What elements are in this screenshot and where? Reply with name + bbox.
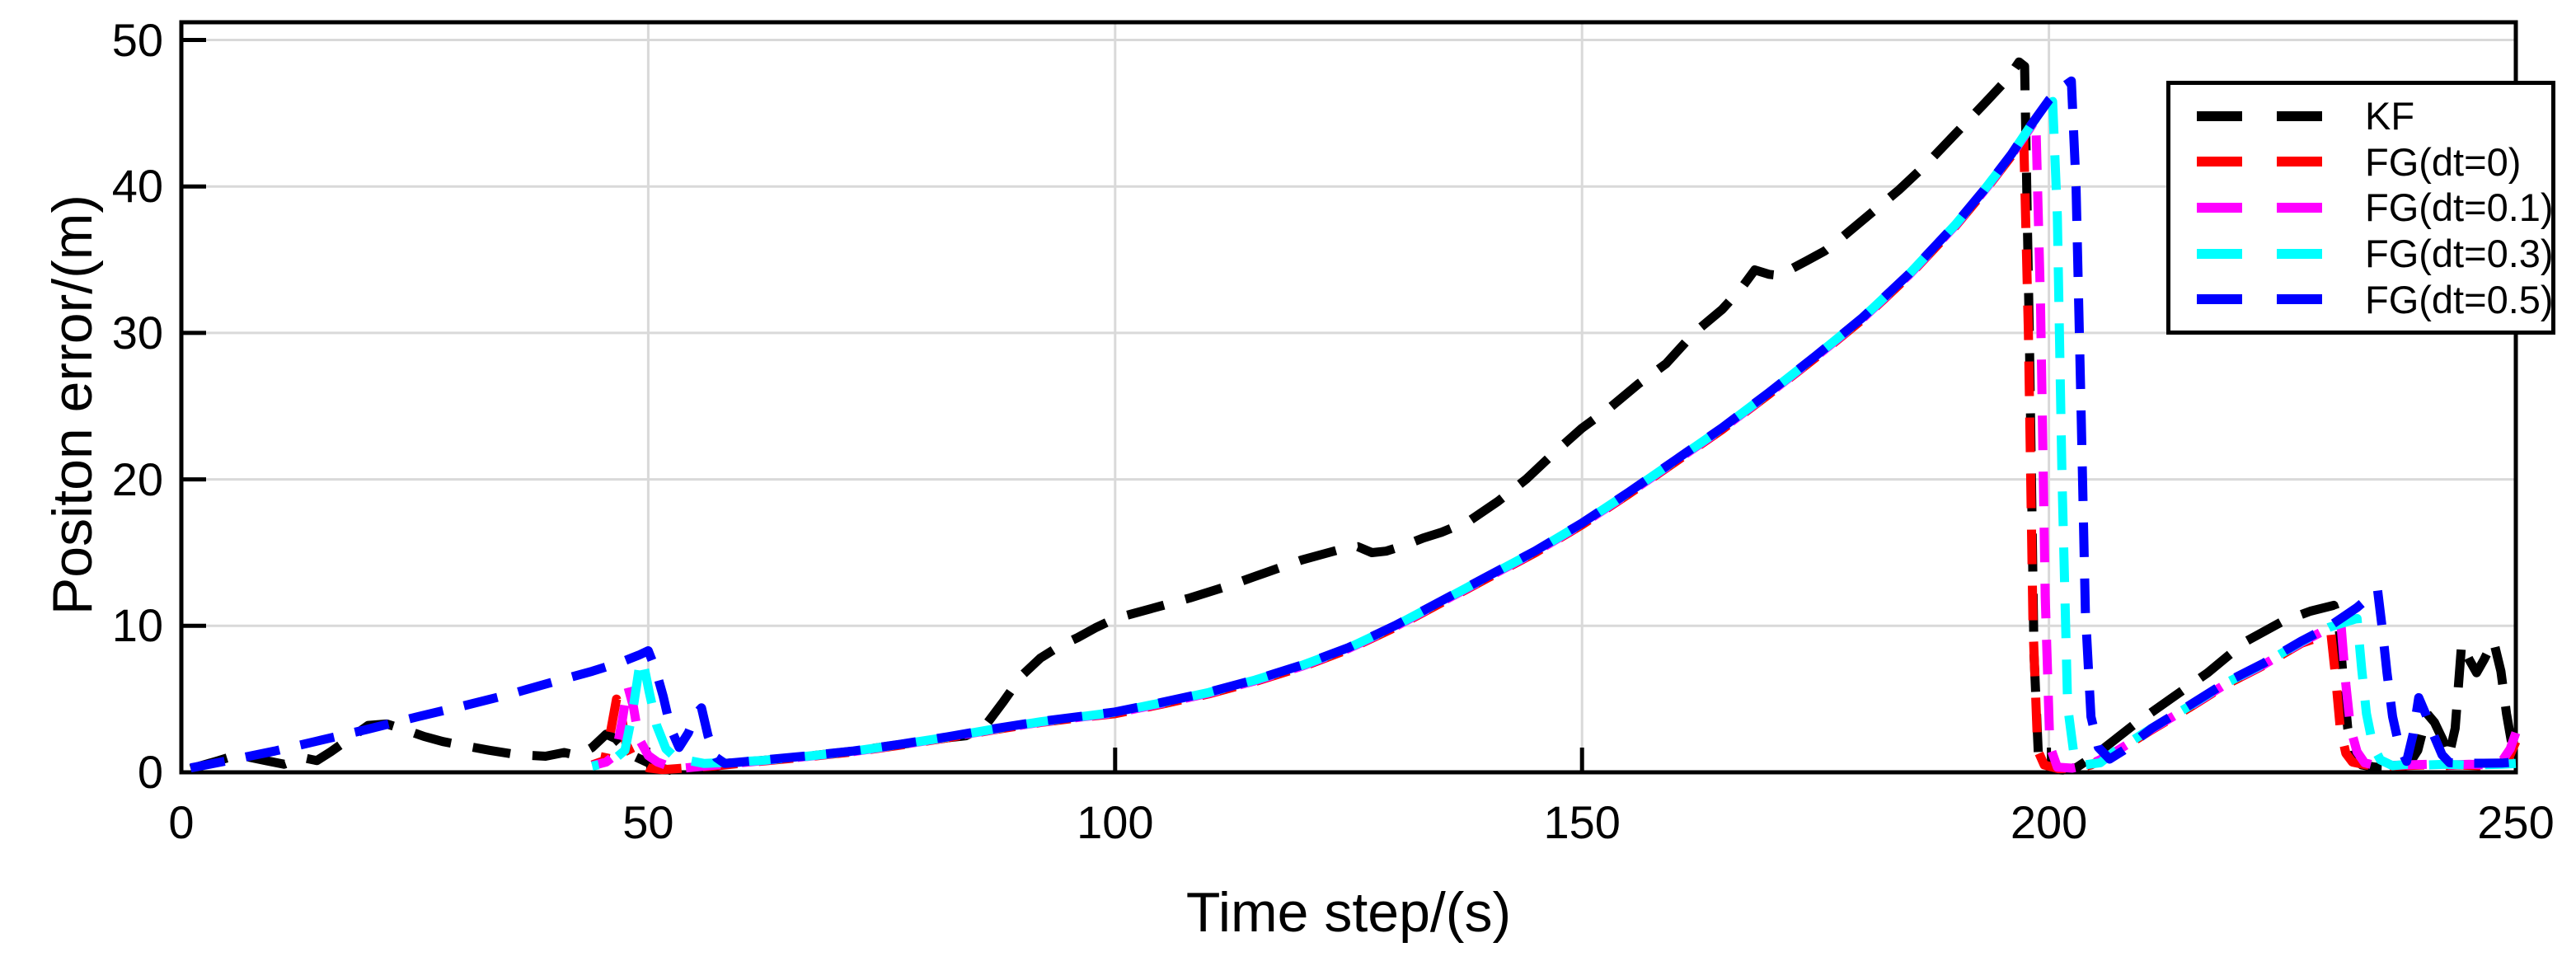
- legend-label: KF: [2365, 94, 2415, 138]
- legend-line-sample: [2197, 157, 2345, 167]
- legend-item-kf: KF: [2189, 93, 2551, 139]
- x-tick-label: 250: [2477, 796, 2555, 848]
- y-tick-label: 50: [111, 13, 163, 66]
- legend-item-fg-dt01: FG(dt=0.1): [2189, 185, 2554, 231]
- axes-box: [179, 20, 2518, 775]
- x-tick-label: 150: [1543, 796, 1621, 848]
- plot-line-fg-dt-0-5: [190, 76, 2517, 773]
- plot-line-kf: [189, 57, 2518, 776]
- legend-label: FG(dt=0.5): [2365, 277, 2554, 321]
- legend-line-sample: [2197, 202, 2345, 213]
- y-axis-label: Positon error/(m): [41, 194, 104, 616]
- legend-label: FG(dt=0.1): [2365, 185, 2554, 230]
- y-tick-label: 10: [111, 599, 163, 652]
- legend-item-fg-dt0: FG(dt=0): [2189, 139, 2551, 185]
- legend-label: FG(dt=0.3): [2365, 232, 2554, 276]
- x-axis-label: Time step/(s): [1185, 881, 1512, 944]
- y-tick-label: 20: [111, 453, 163, 505]
- legend: KF FG(dt=0) FG(dt=0.1) FG(dt=0.3) FG(dt=…: [2166, 81, 2555, 335]
- plot-line-fg-dt-0-3: [591, 96, 2517, 771]
- y-tick-label: 40: [111, 160, 163, 213]
- x-tick-label: 50: [622, 796, 674, 848]
- legend-line-sample: [2197, 294, 2345, 305]
- x-tick-label: 100: [1077, 796, 1154, 848]
- legend-line-sample: [2197, 110, 2345, 121]
- x-tick-label: 200: [2010, 796, 2088, 848]
- legend-item-fg-dt05: FG(dt=0.5): [2189, 276, 2554, 322]
- legend-label: FG(dt=0): [2365, 139, 2522, 184]
- legend-line-sample: [2197, 248, 2345, 259]
- legend-item-fg-dt03: FG(dt=0.3): [2189, 231, 2554, 277]
- x-tick-label: 0: [168, 796, 195, 848]
- y-tick-label: 30: [111, 306, 163, 359]
- y-tick-label: 0: [137, 746, 163, 798]
